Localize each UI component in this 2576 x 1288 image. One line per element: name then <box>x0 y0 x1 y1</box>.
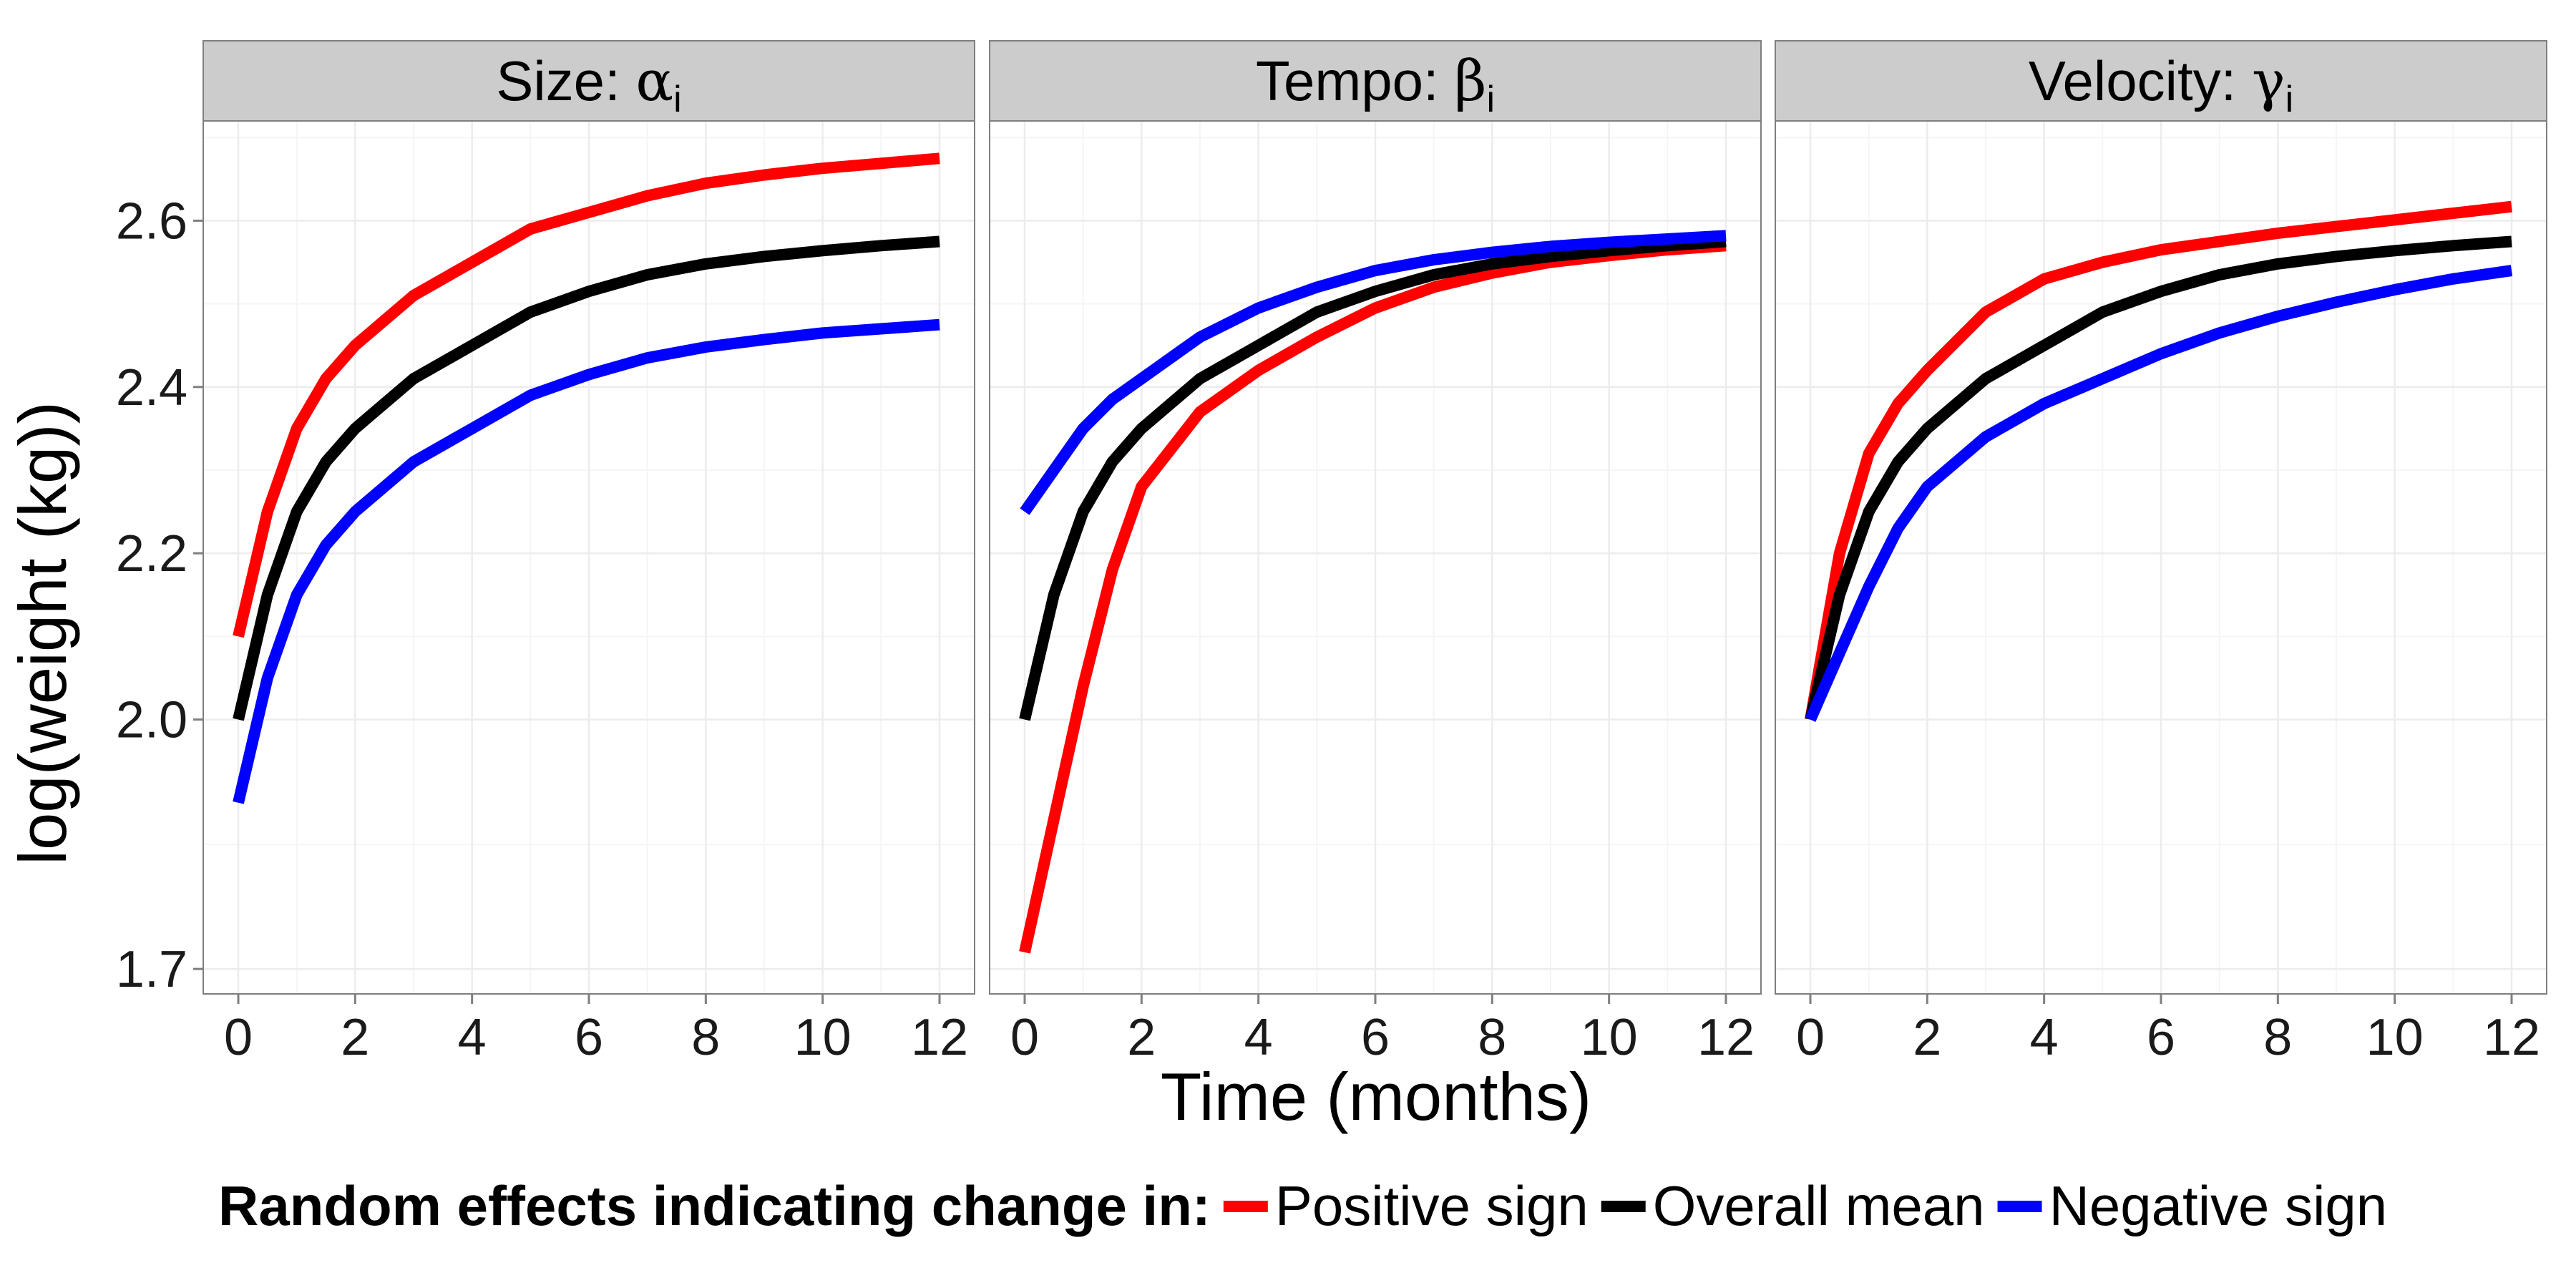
x-tick-label: 8 <box>2263 1009 2292 1066</box>
panel-strip <box>1775 40 2547 122</box>
series-line-overall-mean <box>1019 235 1727 721</box>
legend-label: Overall mean <box>1653 1174 1985 1237</box>
legend-item: Negative sign <box>1997 1174 2388 1237</box>
legend: Random effects indicating change in: Pos… <box>218 1174 2387 1237</box>
x-tick-label: 2 <box>341 1009 369 1066</box>
panel-strip <box>203 40 975 122</box>
legend-item: Positive sign <box>1223 1174 1589 1237</box>
x-tick-label: 4 <box>2030 1009 2059 1066</box>
series-line-overall-mean <box>233 235 940 721</box>
x-tick-label: 0 <box>1010 1009 1039 1066</box>
x-tick-label: 6 <box>575 1009 603 1066</box>
legend-label: Negative sign <box>2049 1174 2388 1237</box>
series-line-positive-sign <box>233 152 940 638</box>
legend-title: Random effects indicating change in: <box>218 1174 1211 1237</box>
x-tick-label: 12 <box>911 1009 968 1066</box>
y-axis-title: log(weight (kg)) <box>5 401 80 865</box>
series-line-positive-sign <box>1805 200 2512 721</box>
series-line-negative-sign <box>233 318 940 804</box>
panel-title: Tempo: βi <box>1256 49 1495 120</box>
x-tick-label: 12 <box>1697 1009 1755 1066</box>
panel-title: Velocity: γi <box>2029 49 2293 120</box>
x-tick-label: 2 <box>1913 1009 1941 1066</box>
x-tick-label: 8 <box>1478 1009 1506 1066</box>
x-tick-label: 8 <box>691 1009 720 1066</box>
y-tick-label: 2.0 <box>116 692 187 749</box>
series-line-overall-mean <box>1805 235 2512 721</box>
legend-item: Overall mean <box>1601 1174 1985 1237</box>
x-tick-label: 0 <box>224 1009 253 1066</box>
legend-label: Positive sign <box>1275 1174 1589 1237</box>
y-tick-label: 2.2 <box>116 525 187 582</box>
x-tick-label: 10 <box>794 1009 852 1066</box>
series-line-negative-sign <box>1805 265 2513 722</box>
y-tick-label: 2.4 <box>116 359 187 416</box>
series-line-negative-sign <box>1020 230 1727 515</box>
x-tick-label: 12 <box>2483 1009 2540 1066</box>
x-tick-label: 6 <box>2147 1009 2175 1066</box>
x-tick-label: 4 <box>1244 1009 1273 1066</box>
x-tick-label: 2 <box>1127 1009 1156 1066</box>
panel-3: Velocity: γi 0 2 4 6 8 10 12 <box>1775 40 2547 1066</box>
x-tick-label: 4 <box>458 1009 487 1066</box>
x-tick-label: 10 <box>1581 1009 1638 1066</box>
panel-2: Tempo: βi 0 2 4 6 8 10 12 <box>989 40 1762 1066</box>
x-axis-title: Time (months) <box>1161 1059 1591 1134</box>
y-tick-label: 1.7 <box>116 941 187 998</box>
panel-1: Size: αi 0 2 4 6 8 10 12 1.7 2.0 2.2 2.4 2.6 <box>116 40 975 1066</box>
panels-layer: Size: αi 0 2 4 6 8 10 12 1.7 2.0 2.2 2.4 2.6 Tempo: β… <box>116 40 2547 1066</box>
x-tick-label: 6 <box>1361 1009 1390 1066</box>
y-tick-label: 2.6 <box>116 192 187 250</box>
x-tick-label: 0 <box>1796 1009 1825 1066</box>
x-tick-label: 10 <box>2366 1009 2424 1066</box>
panel-strip <box>989 40 1762 122</box>
panel-title: Size: αi <box>496 49 681 120</box>
